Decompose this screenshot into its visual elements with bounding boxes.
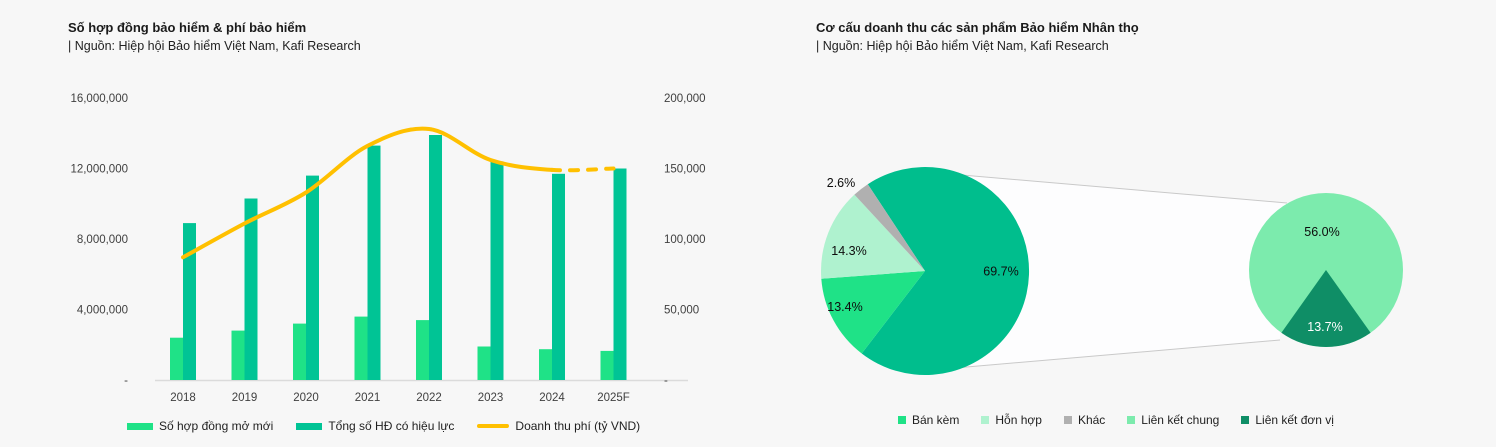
legend-item-lien-ket-don-vi: Liên kết đơn vị — [1241, 413, 1334, 427]
legend-item-premium-revenue: Doanh thu phí (tỷ VND) — [477, 419, 640, 433]
legend-item-new-contracts: Số hợp đồng mở mới — [127, 419, 273, 433]
bar-new-contracts — [293, 323, 306, 380]
left-axis-tick: 4,000,000 — [77, 305, 128, 317]
left-panel-title: Số hợp đồng bảo hiểm & phí bảo hiểm — [68, 20, 307, 35]
x-axis-label: 2018 — [170, 392, 196, 404]
premium-line-swatch-icon — [477, 424, 510, 428]
bar-new-contracts — [170, 337, 183, 380]
x-axis-label: 2020 — [293, 392, 319, 404]
premium-line-solid — [181, 126, 554, 260]
khac-swatch-icon — [1063, 416, 1072, 424]
lien-ket-chung-swatch-icon — [1127, 416, 1136, 424]
right-axis-tick: 200,000 — [664, 93, 706, 105]
main-pie-slice — [821, 194, 925, 279]
x-axis-label: 2019 — [232, 392, 258, 404]
combo-chart-legend: Số hợp đồng mở mới Tổng số HĐ có hiệu lự… — [127, 419, 640, 433]
bar-inforce-contracts — [367, 145, 381, 380]
bar-new-contracts — [416, 320, 429, 380]
premium-line-dashed-forecast — [550, 166, 616, 173]
ban-kem-swatch-icon — [898, 416, 906, 424]
right-axis-tick: 50,000 — [664, 305, 699, 317]
bar-new-contracts — [231, 330, 245, 380]
legend-item-hon-hop: Hỗn hợp — [981, 413, 1042, 427]
main-pie-data-label: 2.6% — [827, 176, 856, 190]
legend-label: Số hợp đồng mở mới — [159, 419, 274, 433]
legend-label: Khác — [1077, 413, 1106, 427]
bar-inforce-contracts — [183, 223, 196, 380]
secondary-pie-data-label: 13.7% — [1307, 320, 1342, 334]
bar-inforce-contracts — [490, 161, 504, 380]
bar-new-contracts — [539, 349, 552, 380]
secondary-pie-slice-lien-ket-chung — [1249, 193, 1403, 347]
legend-label: Tổng số HĐ có hiệu lực — [328, 419, 455, 433]
x-axis-label: 2022 — [416, 392, 442, 404]
main-pie-data-label: 14.3% — [831, 244, 866, 258]
bar-inforce-contracts — [552, 173, 565, 380]
right-axis-tick: - — [664, 375, 668, 387]
legend-label: Liên kết đơn vị — [1255, 413, 1334, 427]
bar-inforce-contracts — [306, 175, 319, 380]
main-pie-slice — [821, 271, 925, 354]
left-axis-tick: - — [124, 375, 128, 387]
x-axis-label: 2025F — [597, 392, 630, 404]
lien-ket-don-vi-swatch-icon — [1241, 416, 1250, 424]
legend-item-inforce-contracts: Tổng số HĐ có hiệu lực — [296, 419, 454, 433]
bar-new-contracts — [600, 350, 614, 380]
main-pie-slice — [854, 184, 925, 271]
right-axis-tick: 150,000 — [664, 164, 706, 176]
x-axis-label: 2021 — [355, 392, 381, 404]
x-axis-label: 2023 — [478, 392, 504, 404]
main-pie-data-label: 69.7% — [983, 265, 1018, 279]
legend-label: Hỗn hợp — [995, 413, 1042, 427]
main-pie-slice — [861, 167, 1030, 376]
bar-new-contracts — [354, 316, 368, 380]
legend-item-ban-kem: Bán kèm — [898, 413, 959, 427]
pie-connector-line-top — [903, 169, 1288, 204]
inforce-contracts-swatch-icon — [296, 422, 323, 430]
hon-hop-swatch-icon — [981, 416, 990, 424]
pie-connector-line-bottom — [908, 339, 1281, 373]
bar-inforce-contracts — [429, 135, 442, 380]
pie-chart-legend: Bán kèm Hỗn hợp Khác Liên kết chung Liên… — [898, 413, 1334, 427]
left-axis-tick: 8,000,000 — [77, 234, 128, 246]
bar-inforce-contracts — [244, 198, 258, 380]
left-axis-tick: 16,000,000 — [70, 93, 128, 105]
left-axis-tick: 12,000,000 — [70, 164, 128, 176]
legend-item-khac: Khác — [1063, 413, 1106, 427]
pie-connector-region — [904, 170, 1287, 372]
right-panel-title: Cơ cấu doanh thu các sản phẩm Bảo hiểm N… — [816, 20, 1139, 35]
main-pie-data-label: 13.4% — [827, 300, 862, 314]
legend-label: Liên kết chung — [1141, 413, 1220, 427]
legend-label: Doanh thu phí (tỷ VND) — [515, 419, 641, 433]
bar-new-contracts — [477, 346, 491, 380]
secondary-pie-data-label: 56.0% — [1304, 225, 1339, 239]
right-panel-source: | Nguồn: Hiệp hội Bảo hiểm Việt Nam, Kaf… — [816, 39, 1109, 53]
bar-inforce-contracts — [613, 168, 627, 380]
secondary-pie-slice-lien-ket-don-vi — [1281, 270, 1371, 348]
legend-label: Bán kèm — [912, 413, 960, 427]
left-panel-source: | Nguồn: Hiệp hội Bảo hiểm Việt Nam, Kaf… — [68, 39, 361, 53]
right-axis-tick: 100,000 — [664, 234, 706, 246]
legend-item-lien-ket-chung: Liên kết chung — [1127, 413, 1219, 427]
new-contracts-swatch-icon — [127, 422, 153, 430]
x-axis-label: 2024 — [539, 392, 565, 404]
